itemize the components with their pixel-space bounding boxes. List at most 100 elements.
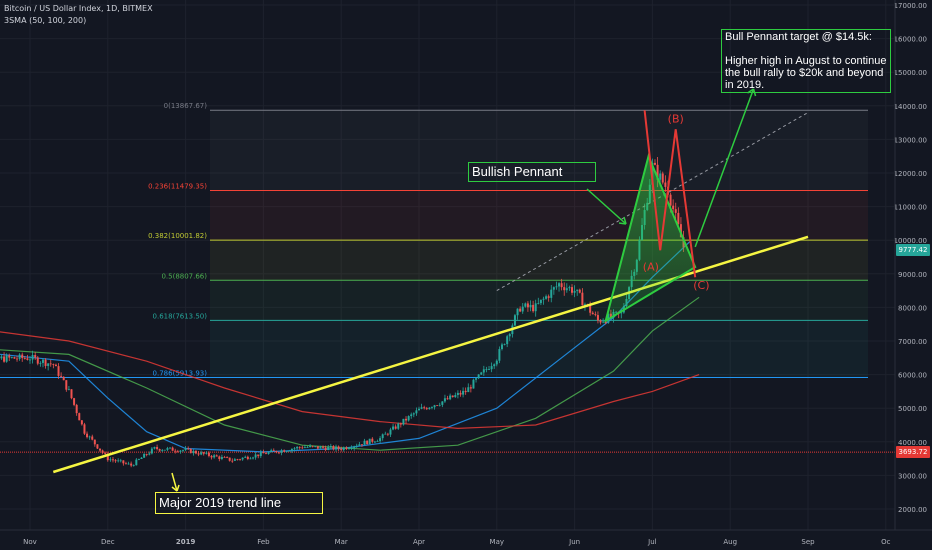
candle-body (226, 457, 229, 458)
candle-body (272, 450, 275, 452)
candle-body (526, 303, 529, 308)
pennant-arrow (586, 188, 627, 225)
y-tick-label: 7000.00 (898, 338, 927, 346)
candle-body (340, 448, 343, 450)
candle-body (677, 212, 680, 225)
candle-body (252, 457, 255, 459)
candle-body (482, 369, 485, 373)
trendline-label[interactable]: Major 2019 trend line (155, 492, 323, 514)
candle-body (176, 451, 179, 453)
candle-body (75, 404, 78, 414)
candle-body (62, 376, 65, 381)
candle-body (428, 407, 431, 410)
candle-body (96, 444, 99, 449)
candle-body (596, 315, 599, 321)
candle-body (158, 449, 161, 451)
candle-body (106, 453, 109, 461)
candle-body (674, 209, 677, 213)
candle-body (156, 447, 159, 450)
candle-body (60, 375, 63, 377)
candle-body (49, 363, 52, 365)
candle-body (332, 445, 335, 450)
candle-body (542, 298, 545, 300)
target-annotation[interactable]: Bull Pennant target @ $14.5k: Higher hig… (721, 29, 891, 93)
candle-body (127, 463, 130, 465)
fib-level-label: 0.236(11479.35) (148, 182, 207, 190)
candle-body (578, 289, 581, 293)
candle-body (21, 354, 24, 359)
candle-body (560, 283, 563, 288)
y-tick-label: 17000.00 (894, 2, 927, 10)
x-tick-label: 2019 (176, 538, 196, 546)
x-tick-label: Jun (568, 538, 580, 546)
candle-body (111, 459, 114, 461)
candle-body (153, 447, 156, 449)
candle-body (488, 369, 491, 370)
candle-body (39, 362, 42, 364)
y-tick-label: 11000.00 (894, 204, 927, 212)
y-tick-label: 9000.00 (898, 271, 927, 279)
candle-body (433, 405, 436, 408)
candle-body (163, 449, 166, 451)
candle-body (394, 426, 397, 429)
candle-body (386, 433, 389, 435)
candle-body (47, 363, 50, 366)
candle-body (140, 457, 143, 459)
candle-body (392, 426, 395, 430)
candle-body (218, 456, 221, 459)
candle-body (547, 296, 550, 298)
x-tick-label: Mar (335, 538, 348, 546)
candle-body (259, 452, 262, 457)
y-tick-label: 2000.00 (898, 506, 927, 514)
candle-body (412, 413, 415, 415)
fib-zone (210, 110, 868, 191)
fib-zone (210, 280, 868, 321)
candle-body (197, 453, 200, 455)
fib-level-label: 0.5(8807.66) (161, 272, 207, 280)
candle-body (493, 364, 496, 367)
candle-body (8, 355, 11, 358)
candle-body (57, 366, 60, 376)
candle-body (576, 289, 579, 291)
candle-body (558, 283, 561, 287)
candle-body (664, 182, 667, 187)
candle-body (599, 320, 602, 323)
candle-body (117, 460, 120, 462)
candle-body (0, 356, 3, 359)
candle-body (23, 358, 26, 359)
candle-body (581, 292, 584, 306)
candle-body (464, 390, 467, 393)
candle-body (88, 436, 91, 438)
x-tick-label: Nov (23, 538, 37, 546)
candle-body (169, 447, 172, 449)
candle-body (283, 450, 286, 452)
candle-body (124, 463, 127, 465)
candle-body (277, 452, 280, 454)
candle-body (135, 459, 138, 466)
candle-body (213, 455, 216, 458)
candle-body (184, 448, 187, 451)
candle-body (293, 448, 296, 450)
candle-body (591, 312, 594, 315)
candle-body (319, 446, 322, 449)
pennant-label[interactable]: Bullish Pennant (468, 162, 596, 182)
candle-body (498, 349, 501, 361)
candle-body (236, 459, 239, 461)
candle-body (241, 457, 244, 460)
candle-body (233, 459, 236, 461)
candle-body (594, 314, 597, 316)
candle-body (86, 433, 89, 438)
candle-body (114, 460, 117, 462)
candle-body (342, 447, 345, 450)
candle-body (210, 455, 213, 458)
candle-body (425, 408, 428, 410)
trendline-arrow-head (171, 484, 180, 492)
candle-body (215, 455, 218, 457)
candle-body (360, 444, 363, 446)
candle-body (669, 194, 672, 206)
candle-body (508, 334, 511, 337)
candle-body (303, 447, 306, 448)
candle-body (220, 456, 223, 459)
candle-body (254, 454, 257, 458)
